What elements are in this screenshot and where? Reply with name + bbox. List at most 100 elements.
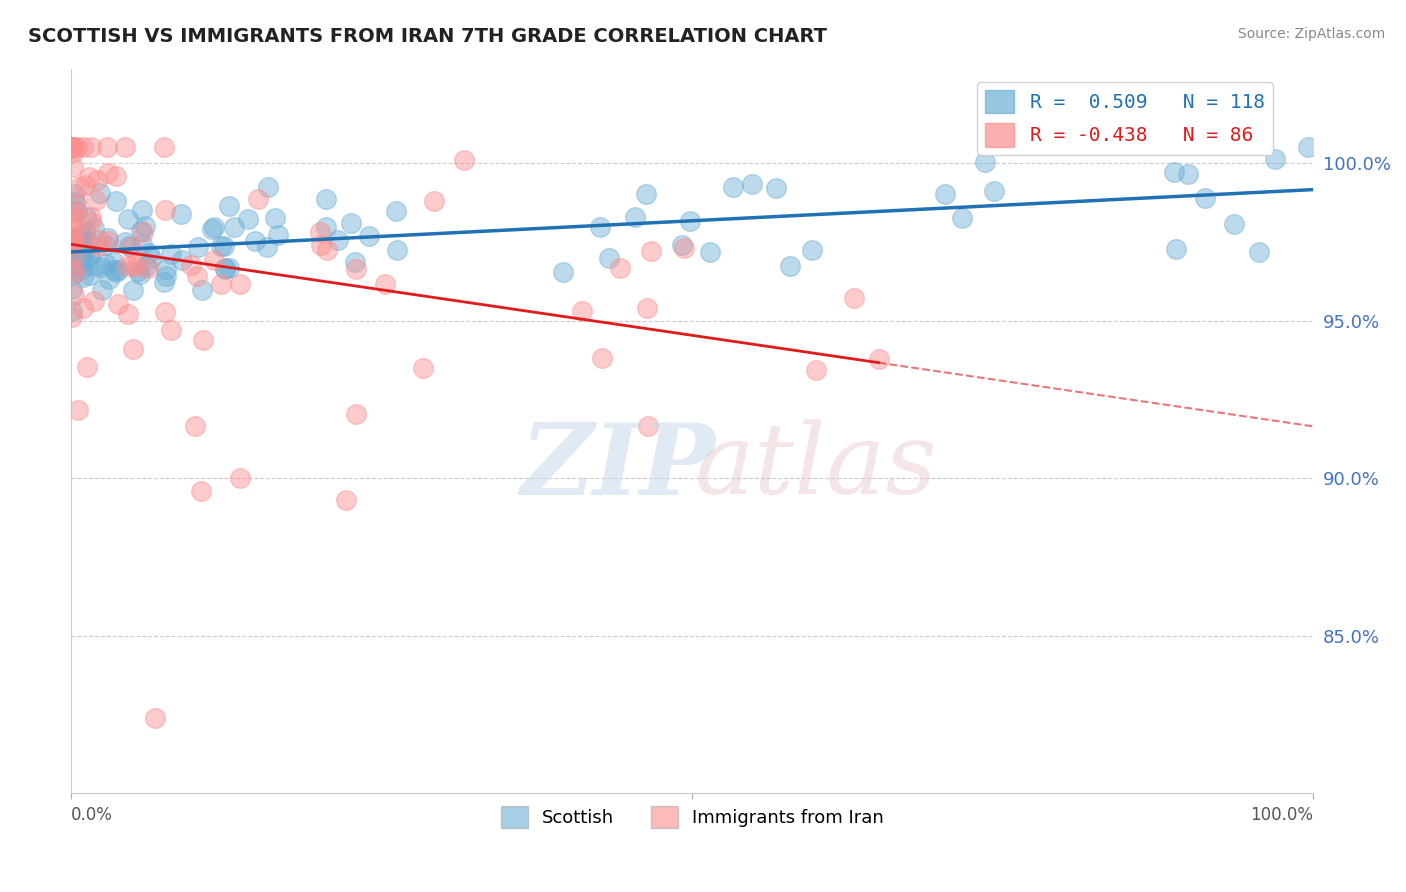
Point [80,140,103,154]
Point [186,268,208,283]
Point [159,247,181,261]
Text: 100.0%: 100.0% [1250,806,1313,824]
Point [76,359,98,374]
Point [65,203,87,218]
Point [75,236,97,251]
Point [721,180,744,194]
Point [671,237,693,252]
Point [83,259,105,273]
Point [70,249,93,263]
Text: SCOTTISH VS IMMIGRANTS FROM IRAN 7TH GRADE CORRELATION CHART: SCOTTISH VS IMMIGRANTS FROM IRAN 7TH GRA… [28,27,827,45]
Point [62,246,84,260]
Point [114,235,136,249]
Point [779,259,801,273]
Point [214,261,236,276]
Text: ZIP: ZIP [520,419,716,516]
Point [589,219,612,234]
Point [974,155,997,169]
Point [97,231,120,245]
Point [72,228,94,243]
Point [80,210,103,224]
Point [62,261,84,276]
Point [1296,140,1319,154]
Point [62,220,84,235]
Point [1223,217,1246,231]
Point [143,711,166,725]
Point [238,211,260,226]
Point [84,193,107,207]
Point [357,229,380,244]
Point [86,173,108,187]
Point [62,214,84,228]
Point [94,257,117,271]
Point [679,213,702,227]
Point [153,140,176,154]
Point [62,236,84,251]
Point [117,212,139,227]
Point [62,233,84,247]
Point [103,262,125,277]
Point [191,283,214,297]
Point [129,267,152,281]
Point [131,202,153,217]
Point [139,251,162,265]
Point [79,169,101,184]
Point [267,227,290,242]
Point [97,234,120,248]
Point [135,259,157,273]
Point [62,245,84,260]
Point [950,211,973,225]
Point [218,260,240,275]
Point [155,203,177,218]
Point [422,194,444,208]
Point [107,263,129,277]
Point [385,244,408,258]
Point [62,241,84,255]
Point [316,244,339,258]
Point [243,235,266,249]
Point [62,232,84,246]
Point [212,238,235,252]
Point [104,194,127,209]
Point [637,419,659,434]
Point [62,160,84,174]
Point [70,262,93,277]
Point [83,221,105,235]
Point [114,140,136,154]
Point [209,239,232,253]
Point [70,239,93,253]
Point [343,255,366,269]
Point [624,211,647,225]
Point [63,266,86,280]
Point [222,219,245,234]
Point [741,178,763,192]
Point [62,140,84,154]
Point [328,233,350,247]
Point [209,277,232,291]
Point [87,233,110,247]
Point [335,493,357,508]
Point [138,246,160,260]
Point [170,253,193,268]
Point [374,277,396,292]
Point [121,283,143,297]
Point [96,140,118,154]
Point [75,224,97,238]
Point [94,238,117,252]
Text: 0.0%: 0.0% [72,806,112,824]
Point [125,260,148,274]
Point [129,224,152,238]
Point [571,304,593,318]
Point [72,270,94,285]
Point [155,268,177,283]
Text: Source: ZipAtlas.com: Source: ZipAtlas.com [1237,27,1385,41]
Point [89,186,111,201]
Point [136,260,159,275]
Point [63,287,86,301]
Point [103,255,125,269]
Point [640,244,662,258]
Point [385,204,408,219]
Point [63,140,86,154]
Point [122,342,145,356]
Point [62,250,84,264]
